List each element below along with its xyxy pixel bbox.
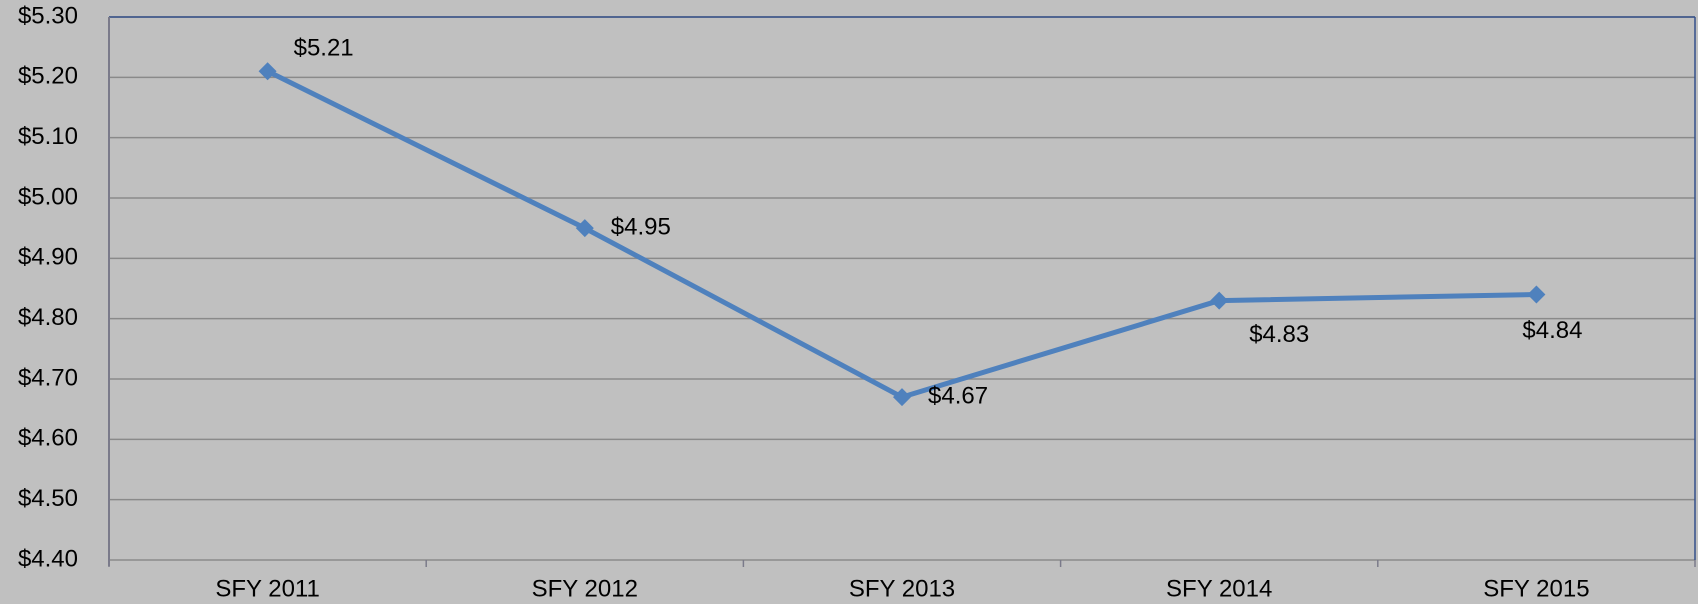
y-tick-label: $5.30 — [18, 2, 78, 29]
x-tick-label: SFY 2012 — [532, 575, 638, 602]
y-tick-label: $4.70 — [18, 364, 78, 391]
y-tick-label: $4.60 — [18, 425, 78, 452]
y-tick-label: $4.90 — [18, 244, 78, 271]
data-label: $4.95 — [611, 214, 671, 241]
x-tick-label: SFY 2011 — [215, 575, 320, 602]
y-tick-label: $4.40 — [18, 545, 78, 572]
x-tick-label: SFY 2013 — [849, 575, 955, 602]
y-tick-label: $5.10 — [18, 123, 78, 150]
y-tick-label: $5.20 — [18, 63, 78, 90]
point-marker — [1210, 291, 1229, 310]
data-label: $5.21 — [294, 35, 354, 62]
x-tick-label: SFY 2015 — [1483, 575, 1589, 602]
y-tick-label: $5.00 — [18, 183, 78, 210]
data-label: $4.67 — [928, 382, 988, 409]
y-tick-label: $4.50 — [18, 485, 78, 512]
y-tick-label: $4.80 — [18, 304, 78, 331]
data-label: $4.84 — [1522, 317, 1582, 344]
point-marker — [258, 62, 277, 81]
point-marker — [1527, 285, 1546, 304]
point-marker — [575, 219, 594, 238]
x-tick-label: SFY 2014 — [1166, 575, 1272, 602]
point-marker — [893, 388, 911, 407]
data-label: $4.83 — [1249, 321, 1309, 348]
